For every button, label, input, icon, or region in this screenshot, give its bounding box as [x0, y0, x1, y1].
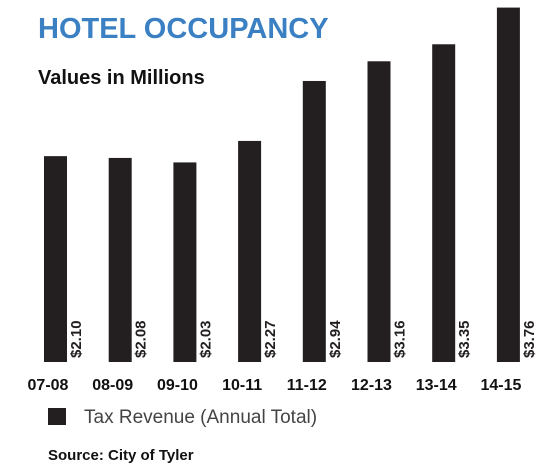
value-label: $3.35: [456, 320, 473, 358]
x-tick-label: 08-09: [92, 377, 133, 394]
value-label: $2.94: [327, 320, 344, 358]
value-label: $2.08: [133, 320, 150, 358]
x-tick-label: 11-12: [287, 377, 327, 394]
bar: [367, 61, 391, 362]
bar: [44, 156, 67, 362]
bar: [302, 80, 326, 362]
value-label: $2.27: [262, 320, 279, 358]
value-label: $3.16: [392, 320, 409, 358]
bar: [496, 7, 520, 363]
x-tick-label: 07-08: [28, 377, 69, 394]
bar: [238, 140, 262, 362]
legend-label: Tax Revenue (Annual Total): [84, 407, 317, 428]
x-tick-label: 12-13: [351, 377, 392, 394]
bar: [173, 162, 197, 362]
legend-swatch: [48, 408, 66, 425]
x-tick-label: 14-15: [480, 377, 521, 394]
chart-title: HOTEL OCCUPANCY: [38, 13, 329, 45]
value-label: $3.76: [521, 320, 538, 358]
x-tick-label: 10-11: [222, 377, 262, 394]
x-tick-label: 09-10: [157, 377, 198, 394]
bar: [432, 44, 456, 363]
x-tick-label: 13-14: [416, 377, 457, 394]
value-label: $2.03: [197, 320, 214, 358]
chart-subtitle: Values in Millions: [38, 67, 205, 89]
source: Source: City of Tyler: [48, 447, 194, 464]
bar: [108, 157, 132, 362]
value-label: $2.10: [68, 320, 85, 358]
